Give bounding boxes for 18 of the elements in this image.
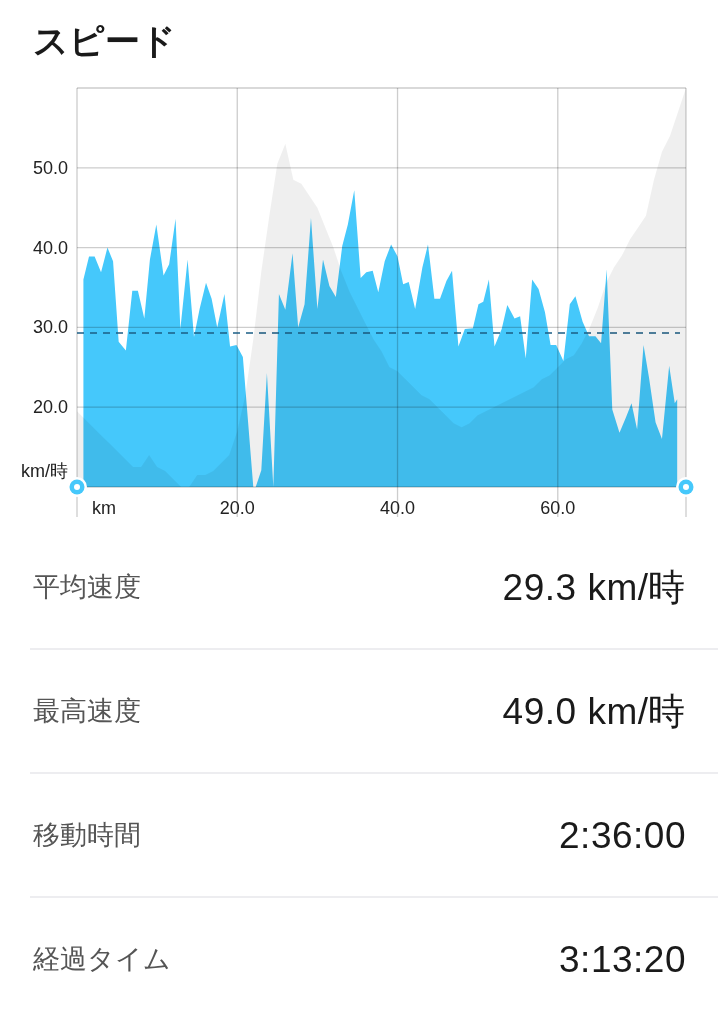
y-tick-label: 40.0 xyxy=(32,237,68,258)
text: 移動時間 xyxy=(33,820,141,850)
y-tick-label: 30.0 xyxy=(32,317,68,338)
text: 3:13:20 xyxy=(559,938,686,980)
x-axis-title: km xyxy=(92,498,116,518)
text: 経過タイム xyxy=(32,944,171,974)
text: 最高速度 xyxy=(33,696,141,726)
text: 49.0 km/時 xyxy=(502,690,686,732)
text: 平均速度 xyxy=(33,572,141,602)
y-axis-title: km/時 xyxy=(21,461,68,481)
x-tick-label: 60.0 xyxy=(540,498,576,518)
title: スピード xyxy=(33,21,176,60)
x-tick-label: 20.0 xyxy=(219,498,255,518)
x-tick-label: 40.0 xyxy=(380,498,416,518)
y-tick-label: 50.0 xyxy=(32,157,68,178)
text: 2:36:00 xyxy=(559,814,686,856)
y-tick-label: 20.0 xyxy=(32,397,68,418)
text: 29.3 km/時 xyxy=(502,566,686,608)
